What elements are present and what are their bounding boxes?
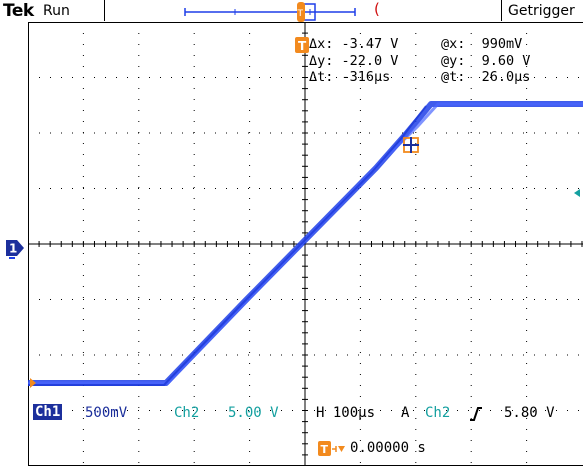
record-position-indicator[interactable]: T bbox=[180, 0, 380, 24]
graticule-grid bbox=[28, 22, 583, 466]
rising-edge-icon bbox=[470, 407, 482, 421]
cursor-at: @t: 26.0µs bbox=[441, 69, 531, 85]
trigger-position-value: 0.00000 s bbox=[350, 440, 426, 456]
cursor-dx: Δx: -3.47 V bbox=[309, 36, 399, 52]
ch2-scale: 5.00 V bbox=[228, 405, 279, 421]
status-divider bbox=[104, 0, 105, 21]
waveform-graticule[interactable] bbox=[28, 22, 583, 466]
svg-text:T: T bbox=[297, 9, 304, 19]
ch1-trace bbox=[28, 101, 583, 386]
trigger-source: Ch2 bbox=[425, 405, 451, 421]
ch1-ground-marker[interactable]: 1 bbox=[3, 237, 27, 263]
acquisition-state: Run bbox=[43, 3, 70, 19]
ch2-label[interactable]: Ch2 bbox=[174, 405, 200, 421]
trigger-level-marker bbox=[30, 378, 36, 388]
cursor-dt: Δt: -316µs bbox=[309, 69, 391, 85]
status-divider bbox=[501, 0, 502, 21]
trigger-T-icon: T bbox=[295, 37, 309, 53]
paren-marker: ( bbox=[374, 0, 380, 18]
trigger-level: 5.80 V bbox=[504, 405, 555, 421]
ch1-marker-label: 1 bbox=[9, 242, 17, 256]
trigger-mode: A bbox=[401, 405, 410, 421]
status-bar: Tek Run T ( Getrigger bbox=[0, 0, 583, 24]
svg-text:T: T bbox=[321, 443, 329, 456]
brand-logo: Tek bbox=[3, 1, 34, 21]
svg-text:T: T bbox=[298, 39, 307, 53]
ch1-label[interactable]: Ch1 bbox=[33, 404, 63, 420]
ch2-level-marker bbox=[574, 189, 580, 197]
cursor-crosshair bbox=[403, 137, 419, 153]
trigger-state: Getrigger bbox=[508, 3, 575, 19]
cursor-ay: @y: 9.60 V bbox=[441, 53, 531, 69]
channel-settings-bar: Ch1 500mV Ch2 5.00 V H 100µs A Ch2 5.80 … bbox=[33, 404, 578, 424]
horizontal-scale: H 100µs bbox=[316, 405, 376, 421]
trigger-position-icon: T bbox=[318, 441, 345, 456]
cursor-ax: @x: 990mV bbox=[441, 36, 523, 52]
cursor-dy: Δy: -22.0 V bbox=[309, 53, 399, 69]
ch1-scale: 500mV bbox=[85, 405, 128, 421]
